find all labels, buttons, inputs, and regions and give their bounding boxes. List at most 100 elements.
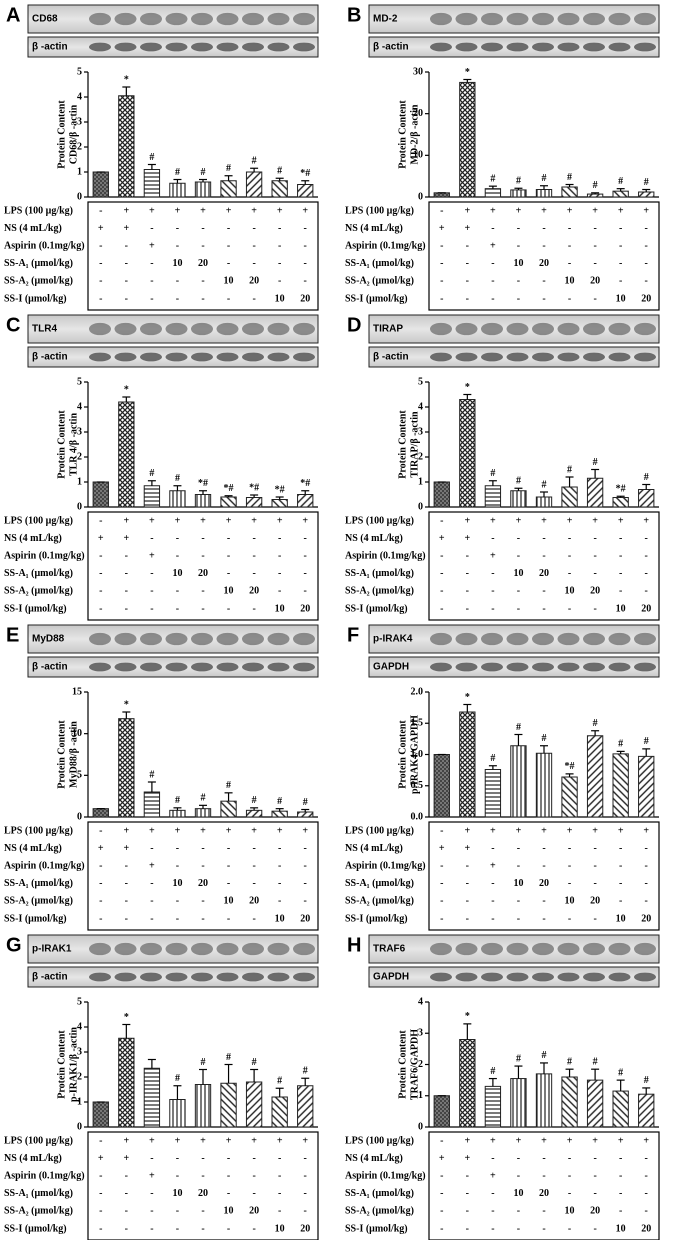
table-cell: + bbox=[618, 825, 624, 836]
bar bbox=[510, 1078, 527, 1128]
table-cell: - bbox=[99, 1135, 102, 1146]
table-cell: + bbox=[592, 205, 598, 216]
blot-band bbox=[293, 352, 315, 362]
y-tick-label: 0.0 bbox=[411, 811, 424, 822]
blot-band bbox=[191, 322, 213, 336]
table-cell: - bbox=[542, 240, 545, 251]
y-tick-label: 2 bbox=[418, 1059, 423, 1070]
blot-band bbox=[634, 322, 656, 336]
panel: A CD68 β -actin 0 1 2 3 4 5 Protein Content CD68/β… bbox=[4, 4, 319, 311]
table-cell: 20 bbox=[300, 293, 310, 304]
table-cell: + bbox=[149, 205, 155, 216]
y-axis-label: Protein Content bbox=[56, 1030, 67, 1099]
table-cell: + bbox=[464, 1153, 470, 1164]
significance-marker: # bbox=[618, 176, 623, 187]
blot-band bbox=[165, 662, 188, 672]
significance-marker: # bbox=[618, 1067, 623, 1078]
table-cell: - bbox=[645, 1206, 648, 1217]
table-cell: + bbox=[643, 1135, 649, 1146]
table-cell: 10 bbox=[224, 896, 234, 907]
table-cell: + bbox=[277, 205, 283, 216]
blot-band bbox=[191, 352, 213, 362]
panel-letter: G bbox=[6, 934, 22, 956]
blot-band bbox=[455, 632, 478, 646]
blot-band bbox=[140, 632, 162, 646]
y-tick-label: 1 bbox=[418, 476, 423, 487]
table-cell: - bbox=[278, 896, 281, 907]
table-cell: + bbox=[516, 205, 522, 216]
table-cell: - bbox=[99, 568, 102, 579]
blot-band bbox=[140, 942, 162, 956]
table-cell: - bbox=[99, 205, 102, 216]
y-tick-label: 1 bbox=[77, 166, 82, 177]
table-frame bbox=[87, 511, 319, 621]
table-cell: - bbox=[99, 603, 102, 614]
row-label: SS-I (μmol/kg) bbox=[4, 603, 67, 614]
table-cell: - bbox=[176, 1223, 179, 1234]
blot-band bbox=[532, 42, 554, 52]
blot-band bbox=[165, 42, 188, 52]
table-cell: + bbox=[175, 515, 181, 526]
row-label: NS (4 mL/kg) bbox=[345, 843, 403, 854]
row-label: LPS (100 μg/kg) bbox=[4, 1135, 73, 1146]
blot-band bbox=[216, 942, 239, 956]
significance-marker: # bbox=[516, 1053, 521, 1064]
table-cell: + bbox=[200, 515, 206, 526]
y-axis-label: Protein Content bbox=[397, 100, 408, 169]
blot-band bbox=[293, 942, 315, 956]
blot-band bbox=[191, 12, 213, 26]
table-cell: - bbox=[252, 913, 255, 924]
table-cell: - bbox=[125, 878, 128, 889]
table-cell: - bbox=[125, 586, 128, 597]
table-cell: 10 bbox=[616, 1223, 626, 1234]
blot-band bbox=[114, 322, 137, 336]
table-cell: - bbox=[227, 913, 230, 924]
table-cell: + bbox=[516, 515, 522, 526]
table-cell: - bbox=[466, 1188, 469, 1199]
table-cell: - bbox=[150, 1153, 153, 1164]
table-cell: - bbox=[201, 240, 204, 251]
table-cell: - bbox=[466, 276, 469, 287]
significance-marker: # bbox=[175, 795, 180, 806]
table-cell: 20 bbox=[641, 913, 651, 924]
blot-band bbox=[267, 632, 290, 646]
significance-marker: # bbox=[226, 1052, 231, 1063]
y-tick-label: 5 bbox=[77, 376, 82, 387]
table-cell: - bbox=[176, 603, 179, 614]
row-label: LPS (100 μg/kg) bbox=[345, 1135, 414, 1146]
table-cell: - bbox=[568, 878, 571, 889]
table-cell: + bbox=[123, 515, 129, 526]
significance-marker: *# bbox=[300, 168, 310, 179]
table-cell: - bbox=[99, 860, 102, 871]
blot-band bbox=[140, 12, 162, 26]
table-cell: - bbox=[304, 1188, 307, 1199]
bar bbox=[271, 180, 288, 198]
table-cell: - bbox=[278, 240, 281, 251]
table-cell: - bbox=[125, 276, 128, 287]
table-cell: - bbox=[201, 533, 204, 544]
row-label: Aspirin (0.1mg/kg) bbox=[345, 1170, 426, 1181]
table-cell: - bbox=[440, 550, 443, 561]
significance-marker: * bbox=[465, 692, 470, 703]
y-tick-label: 10 bbox=[72, 728, 82, 739]
table-cell: + bbox=[464, 1135, 470, 1146]
table-cell: - bbox=[150, 533, 153, 544]
table-cell: + bbox=[490, 240, 496, 251]
blot-band bbox=[506, 42, 529, 52]
bar bbox=[433, 1095, 450, 1128]
row-label: NS (4 mL/kg) bbox=[4, 223, 62, 234]
table-cell: + bbox=[618, 1135, 624, 1146]
table-cell: - bbox=[278, 843, 281, 854]
blot-band bbox=[634, 942, 656, 956]
blot-band bbox=[430, 972, 452, 982]
table-cell: - bbox=[99, 258, 102, 269]
blot-band bbox=[191, 42, 213, 52]
y-tick-label: 1 bbox=[77, 1096, 82, 1107]
table-cell: + bbox=[464, 533, 470, 544]
table-cell: + bbox=[98, 223, 104, 234]
significance-marker: # bbox=[542, 733, 547, 744]
blot-band bbox=[506, 972, 529, 982]
blot-band bbox=[140, 42, 162, 52]
table-cell: - bbox=[619, 258, 622, 269]
blot-band bbox=[506, 12, 529, 26]
